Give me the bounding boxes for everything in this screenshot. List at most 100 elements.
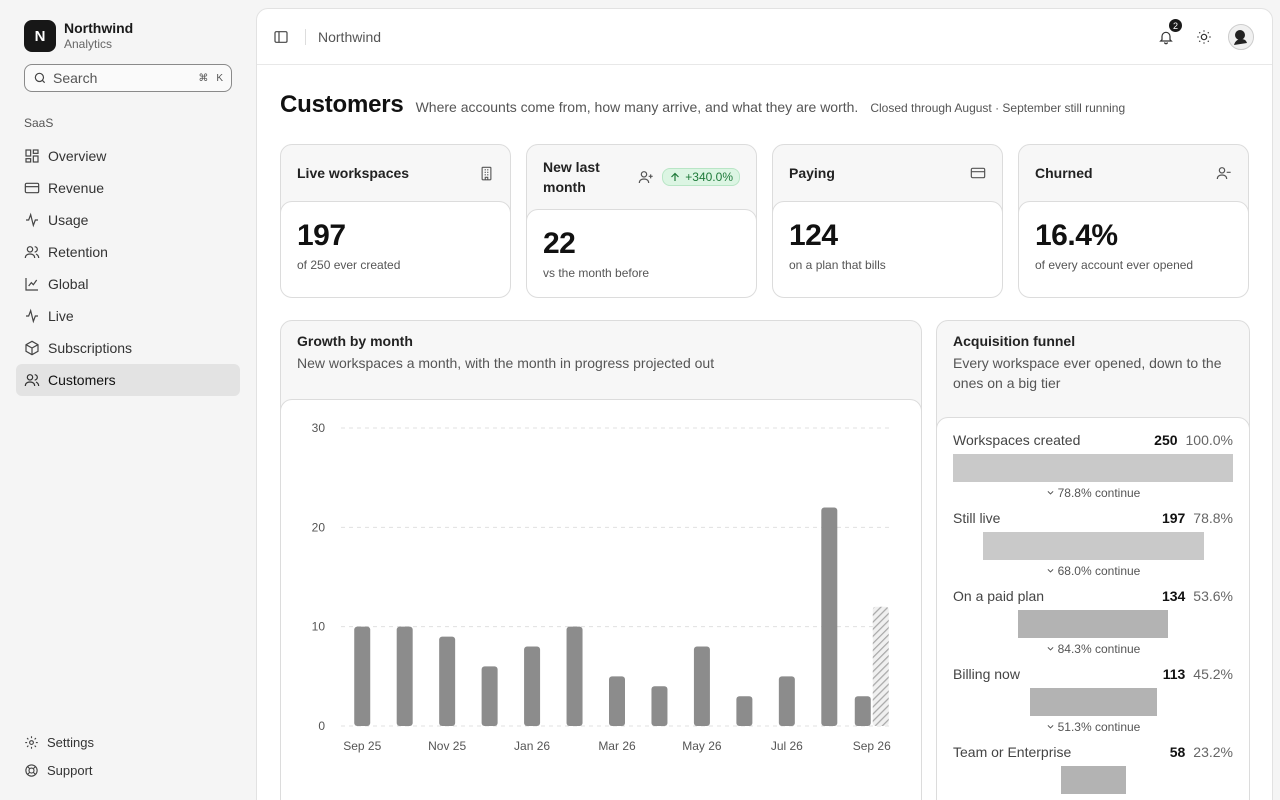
bar-jun-26	[736, 696, 753, 726]
funnel-conversion-text: 78.8% continue	[1057, 486, 1141, 500]
grid-icon	[25, 149, 39, 163]
funnel-step-label: On a paid plan	[953, 588, 1045, 604]
user-minus-icon	[1216, 167, 1231, 180]
bar-nov-25	[439, 636, 456, 726]
lifebuoy-icon	[25, 763, 38, 777]
toggle-sidebar-button[interactable]	[267, 23, 295, 51]
sidebar-item-revenue[interactable]: Revenue	[16, 172, 240, 204]
sidebar-item-global[interactable]: Global	[16, 268, 240, 300]
y-tick-label: 30	[312, 421, 326, 435]
card-icon	[24, 182, 40, 194]
growth-bar-chart[interactable]: 0 10 20 30 Sep 25 Nov 25 Jan 26 Mar 26 May 26 Jul…	[281, 400, 922, 800]
y-tick-label: 0	[318, 719, 325, 733]
bar-feb-26	[566, 626, 583, 726]
funnel-step-count: 113	[1162, 666, 1186, 682]
funnel-body: Workspaces created 250 100.0% 78.8% continu…	[937, 417, 1249, 800]
search-input[interactable]	[53, 70, 173, 86]
pulse-icon	[26, 308, 38, 324]
funnel-step-header: On a paid plan 134 53.6%	[953, 588, 1233, 604]
bar-mar-26	[609, 676, 625, 726]
notification-count-badge: 2	[1168, 18, 1183, 33]
sidebar-item-label: Settings	[47, 734, 94, 750]
funnel-conversion-text: 51.3% continue	[1057, 720, 1141, 734]
card-description: Every workspace ever opened, down to the…	[953, 355, 1222, 391]
funnel-conversion-text: 68.0% continue	[1057, 564, 1141, 578]
funnel-bar-track	[953, 532, 1233, 560]
page-note: Closed through August · September still …	[870, 101, 1126, 115]
sidebar-item-subscriptions[interactable]: Subscriptions	[16, 332, 240, 364]
funnel-step-count: 58	[1169, 744, 1186, 760]
funnel-conversion: 78.8% continue	[953, 486, 1233, 502]
users-icon	[24, 246, 40, 259]
funnel-step-header: Workspaces created 250 100.0%	[953, 432, 1233, 448]
topbar-divider	[305, 28, 306, 45]
sidebar-item-label: Live	[48, 308, 74, 324]
shortcut-cmd: ⌘	[198, 72, 209, 84]
chevron-down-icon	[1047, 647, 1054, 651]
kpi-label: Paying	[789, 165, 835, 181]
y-tick-label: 10	[312, 620, 326, 634]
chart-line-icon	[25, 278, 38, 291]
kpi-value: 197	[297, 219, 346, 252]
theme-toggle-button[interactable]	[1190, 23, 1218, 51]
bell-icon	[1159, 31, 1173, 45]
funnel-conversion: 68.0% continue	[953, 564, 1233, 580]
kpi-caption: on a plan that bills	[789, 258, 886, 272]
sidebar-item-label: Customers	[48, 372, 116, 388]
activity-icon	[26, 212, 38, 228]
page-header: Customers Where accounts come from, how …	[280, 91, 1125, 119]
sidebar-item-label: Revenue	[48, 180, 105, 196]
funnel-step[interactable]: Workspaces created 250 100.0% 78.8% continu…	[953, 432, 1233, 502]
user-plus-icon	[639, 171, 653, 184]
sidebar-item-customers[interactable]: Customers	[16, 364, 240, 396]
growth-card: Growth by month New workspaces a month, …	[280, 320, 922, 800]
sidebar-item-support[interactable]: Support	[16, 756, 240, 784]
search-box[interactable]: ⌘ K	[24, 64, 232, 92]
sidebar-item-live[interactable]: Live	[16, 300, 240, 332]
avatar[interactable]	[1228, 24, 1254, 50]
x-tick-label: Sep 25	[343, 739, 381, 753]
x-tick-label: Sep 26	[853, 739, 891, 753]
funnel-bar-track	[953, 454, 1233, 482]
card-title: Growth by month	[297, 333, 413, 349]
sidebar-item-settings[interactable]: Settings	[16, 728, 240, 756]
funnel-step[interactable]: On a paid plan 134 53.6% 84.3% continue	[953, 588, 1233, 658]
sidebar-item-label: Retention	[48, 244, 108, 260]
breadcrumb[interactable]: Northwind	[318, 28, 382, 45]
sidebar-item-overview[interactable]: Overview	[16, 140, 240, 172]
funnel-step[interactable]: Billing now 113 45.2% 51.3% continue	[953, 666, 1233, 736]
funnel-bar-track	[953, 766, 1233, 794]
notifications-button[interactable]: 2	[1152, 18, 1183, 51]
funnel-conversion: 84.3% continue	[953, 642, 1233, 658]
kpi-caption: of 250 ever created	[297, 258, 401, 272]
chevron-down-icon	[1047, 569, 1054, 573]
bar-jan-26	[524, 646, 541, 726]
x-tick-label: Nov 25	[428, 739, 466, 753]
page-title: Customers	[280, 91, 404, 118]
x-tick-label: May 26	[682, 739, 722, 753]
funnel-step-label: Billing now	[953, 666, 1020, 682]
funnel-step[interactable]: Team or Enterprise 58 23.2%	[953, 744, 1233, 794]
funnel-step-count: 134	[1161, 588, 1186, 604]
main-panel: Northwind 2 Customers Where accounts com…	[256, 8, 1273, 800]
funnel-step-header: Billing now 113 45.2%	[953, 666, 1233, 682]
funnel-bar	[1029, 688, 1157, 716]
card-icon	[970, 167, 986, 179]
sidebar-item-usage[interactable]: Usage	[16, 204, 240, 236]
sun-icon	[1197, 30, 1211, 44]
funnel-bar	[1060, 766, 1126, 794]
funnel-bar	[1018, 610, 1168, 638]
funnel-step-header: Team or Enterprise 58 23.2%	[953, 744, 1233, 760]
bar-sep-25	[354, 626, 371, 726]
funnel-step-count: 250	[1154, 432, 1178, 448]
x-tick-label: Jul 26	[771, 739, 803, 753]
search-icon	[34, 72, 46, 84]
box-icon	[25, 340, 39, 356]
funnel-step[interactable]: Still live 197 78.8% 68.0% continue	[953, 510, 1233, 580]
kpi-card-churned: Churned 16.4% of every account ever open…	[1018, 144, 1249, 298]
building-icon	[481, 166, 492, 180]
kpi-card-live-workspaces: Live workspaces 197 of 250 ever created	[280, 144, 511, 298]
brand[interactable]: N Northwind Analytics	[24, 20, 133, 52]
kpi-label: Live workspaces	[297, 165, 410, 181]
sidebar-item-retention[interactable]: Retention	[16, 236, 240, 268]
